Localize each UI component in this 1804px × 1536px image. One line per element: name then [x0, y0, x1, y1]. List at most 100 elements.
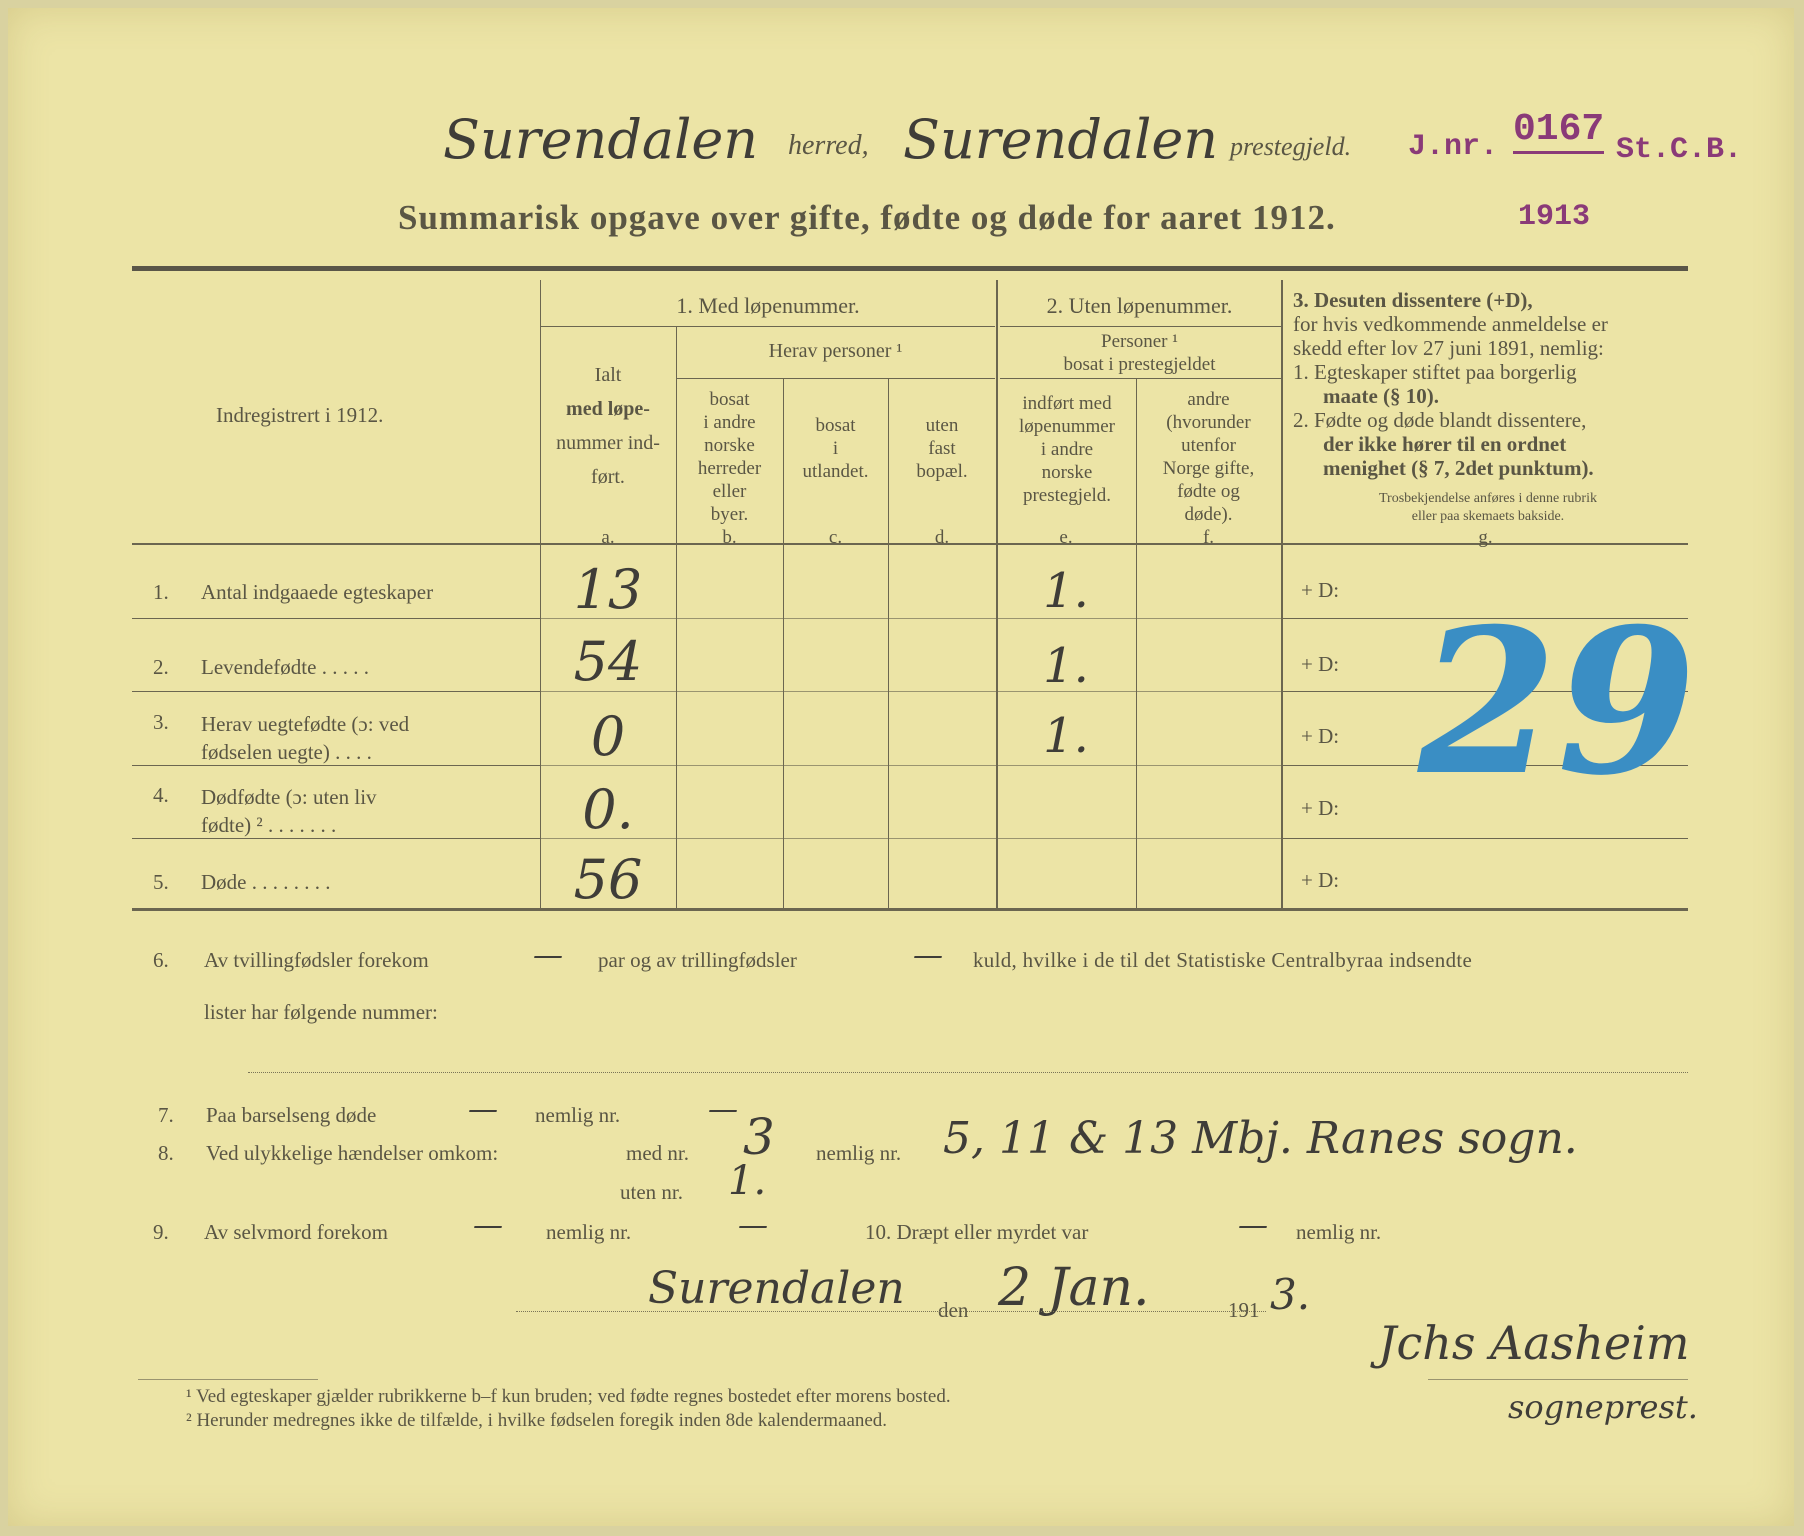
row-label-line: Dødfødte (ɔ: uten liv: [201, 785, 377, 809]
group3-line: der ikke hører til en ordnet: [1323, 432, 1567, 456]
group3-note: Trosbekjendelse anføres i denne rubrik: [1379, 491, 1597, 506]
row-divider: [540, 691, 1283, 692]
group1-header: 1. Med løpenummer.: [676, 293, 860, 318]
header-line: utenfor: [1181, 435, 1236, 456]
row-label: Dødfødte (ɔ: uten liv fødte) ² . . . . . …: [201, 783, 377, 839]
value-e: 1.: [1043, 708, 1089, 764]
bottom-rule: [132, 908, 1688, 911]
col-b-header: bosat i andre norske herreder eller byer.: [676, 388, 783, 526]
value-a: 13: [573, 558, 643, 621]
row-divider: [132, 618, 540, 619]
group3-header: 3. Desuten dissentere (+D), for hvis ved…: [1293, 288, 1683, 526]
prestegjeld-label: prestegjeld.: [1230, 132, 1352, 161]
row-label: Antal indgaaede egteskaper: [201, 580, 434, 604]
journal-stamp-number: 0167: [1513, 108, 1605, 154]
row-label-line: fødte) ² . . . . . . .: [201, 813, 337, 837]
signature-name: Jchs Aasheim: [1378, 1316, 1690, 1370]
header-line: norske: [704, 435, 755, 456]
row-divider: [1283, 838, 1688, 839]
row-number: 2.: [153, 655, 169, 679]
header-line: norske: [1041, 462, 1093, 483]
row-divider: [1283, 765, 1688, 766]
value-g: + D:: [1301, 724, 1340, 748]
header-line: byer.: [710, 504, 749, 525]
item-9-text: nemlig nr.: [546, 1220, 632, 1244]
footnote-2: ² Herunder medregnes ikke de tilfælde, i…: [186, 1410, 888, 1431]
footnote-1: ¹ Ved egteskaper gjælder rubrikkerne b–f…: [186, 1386, 951, 1407]
group3-line: 2. Fødte og døde blandt dissentere,: [1293, 408, 1587, 432]
column-line: [676, 326, 677, 908]
item-8-number: 8.: [158, 1141, 174, 1165]
group3-line: menighet (§ 7, 2det punktum).: [1323, 456, 1594, 480]
item-7-nr-value: —: [708, 1092, 738, 1127]
signature-den-label: den: [938, 1298, 969, 1322]
item-9-value: —: [473, 1208, 503, 1243]
header-line: bopæl.: [916, 461, 968, 482]
value-a: 0.: [582, 778, 634, 841]
header-line: ført.: [591, 466, 625, 488]
row-label: Døde . . . . . . . .: [201, 870, 331, 894]
item-9-nr-value: —: [738, 1208, 768, 1243]
value-g: + D:: [1301, 578, 1340, 602]
group-rule: [1000, 326, 1283, 327]
signature-place: Surendalen: [648, 1263, 905, 1314]
value-a: 54: [573, 630, 643, 693]
prestegjeld-handwritten: Surendalen: [903, 108, 1219, 171]
footnote-rule: [138, 1379, 318, 1380]
header-line: uten: [925, 415, 959, 436]
header-line: løpenummer: [1018, 416, 1116, 437]
herred-label: herred,: [788, 130, 869, 161]
header-line: nummer ind-: [556, 432, 660, 454]
header-line: bosat i prestegjeldet: [1063, 354, 1216, 375]
col-letter: e.: [1059, 527, 1073, 548]
dissenter-handwritten-count: 29: [1418, 585, 1697, 820]
column-line: [996, 280, 998, 908]
item-6-twins-value: —: [533, 938, 563, 973]
item-7-text: nemlig nr.: [535, 1103, 621, 1127]
header-line: døde).: [1184, 504, 1233, 525]
item-6-triplets-value: —: [913, 938, 943, 973]
header-line: bosat: [709, 389, 750, 410]
row-divider: [132, 691, 540, 692]
item-8-text: Ved ulykkelige hændelser omkom:: [206, 1141, 499, 1165]
journal-stamp-prefix: J.nr.: [1408, 130, 1499, 164]
col-e-header: indført med løpenummer i andre norske preste…: [998, 392, 1136, 507]
column-line: [540, 280, 541, 908]
value-g: + D:: [1301, 652, 1340, 676]
item-9-text: Av selvmord forekom: [204, 1220, 388, 1244]
journal-stamp-suffix: St.C.B.: [1616, 133, 1743, 167]
col-letter: g.: [1478, 527, 1493, 548]
item-8-uten-label: uten nr.: [620, 1180, 683, 1204]
item-7-value: —: [468, 1092, 498, 1127]
signature-year-suffix: 3.: [1270, 1270, 1311, 1319]
row-number: 4.: [153, 783, 169, 807]
header-line: fødte og: [1177, 481, 1240, 502]
row-label-line: fødselen uegte) . . . .: [201, 740, 372, 764]
item-10-text: nemlig nr.: [1296, 1220, 1382, 1244]
column-line: [1281, 280, 1283, 908]
item-6-text: kuld, hvilke i de til det Statistiske Ce…: [973, 948, 1473, 972]
col-d-header: uten fast bopæl.: [888, 414, 996, 483]
header-line: prestegjeld.: [1022, 485, 1112, 506]
header-line: herreder: [697, 458, 762, 479]
signature-dotted-line: [516, 1311, 1266, 1313]
col-letter: a.: [601, 527, 615, 548]
top-rule: [132, 266, 1688, 271]
row-number: 5.: [153, 870, 169, 894]
column-line: [783, 378, 784, 908]
item-6-text: Av tvillingfødsler forekom: [204, 948, 429, 972]
item-10-text: 10. Dræpt eller myrdet var: [865, 1220, 1089, 1244]
header-line: i: [832, 438, 839, 459]
header-line: (hvorunder: [1166, 412, 1251, 433]
header-line: Norge gifte,: [1162, 458, 1255, 479]
column-line: [1136, 378, 1137, 908]
group-rule: [676, 378, 995, 379]
value-g: + D:: [1301, 868, 1340, 892]
header-line: eller: [712, 481, 747, 502]
item-7-number: 7.: [158, 1103, 174, 1127]
item-8-nemlig-label: nemlig nr.: [816, 1141, 902, 1165]
col-letter: b.: [722, 527, 737, 548]
row-number: 3.: [153, 710, 169, 734]
col-letter: f.: [1202, 527, 1215, 548]
row-divider: [1283, 618, 1688, 619]
